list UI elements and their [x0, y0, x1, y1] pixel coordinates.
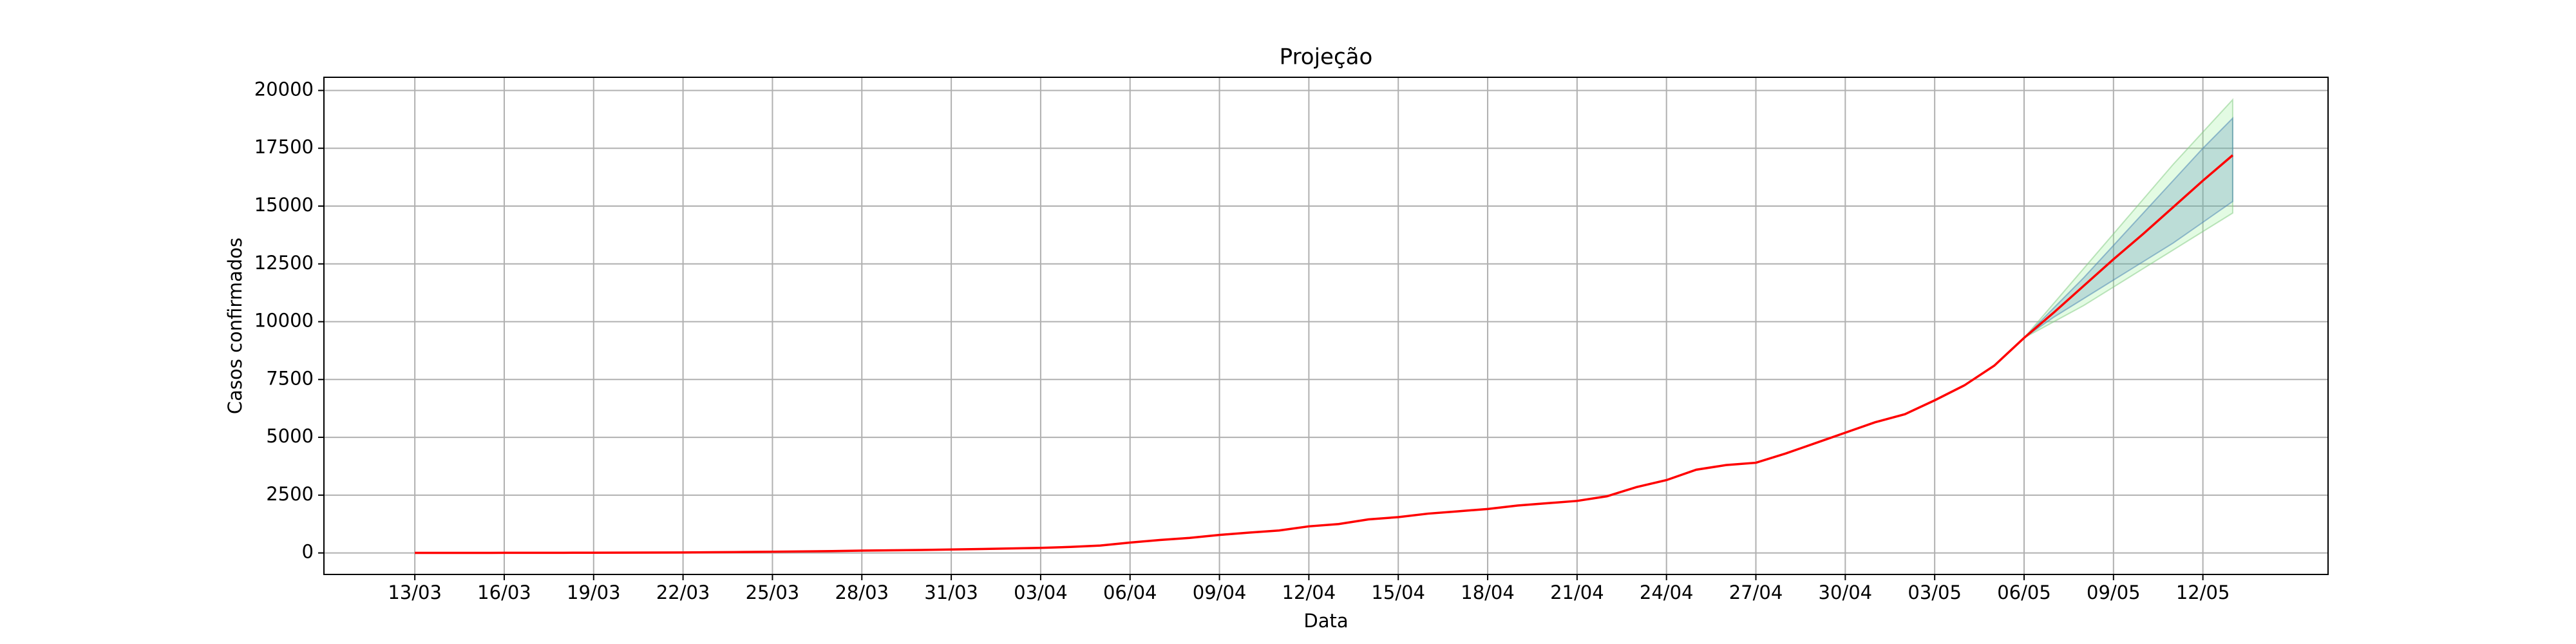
x-tick-label: 09/04 [1193, 582, 1247, 603]
x-tick-label: 12/05 [2176, 582, 2230, 603]
y-axis-label: Casos confirmados [224, 238, 246, 414]
x-tick-label: 13/03 [388, 582, 442, 603]
line [415, 154, 2234, 554]
x-tick-label: 31/03 [924, 582, 978, 603]
plot-frame [323, 77, 2329, 575]
y-tick-label: 15000 [254, 194, 314, 216]
x-tick-label: 06/04 [1103, 582, 1157, 603]
y-tick-label: 5000 [266, 425, 314, 447]
y-tick-label: 10000 [254, 310, 314, 332]
x-tick-label: 21/04 [1550, 582, 1604, 603]
x-tick-label: 18/04 [1461, 582, 1515, 603]
y-tick-label: 7500 [266, 367, 314, 389]
y-tick-label: 17500 [254, 136, 314, 158]
x-tick-label: 12/04 [1282, 582, 1336, 603]
x-tick-label: 25/03 [746, 582, 800, 603]
chart-title: Projeção [1280, 44, 1373, 70]
x-tick-label: 22/03 [656, 582, 710, 603]
x-tick-label: 28/03 [835, 582, 889, 603]
y-tick-label: 0 [302, 541, 314, 563]
x-tick-label: 03/04 [1014, 582, 1068, 603]
y-tick-label: 20000 [254, 78, 314, 100]
x-tick-label: 24/04 [1640, 582, 1694, 603]
confidence-band [2023, 117, 2233, 339]
x-tick-label: 03/05 [1908, 582, 1962, 603]
x-axis-label: Data [1303, 610, 1348, 632]
y-tick-label: 12500 [254, 252, 314, 274]
x-tick-label: 15/04 [1371, 582, 1425, 603]
x-tick-label: 09/05 [2087, 582, 2141, 603]
y-tick-label: 2500 [266, 483, 314, 505]
x-tick-label: 27/04 [1729, 582, 1783, 603]
x-tick-label: 06/05 [1997, 582, 2051, 603]
x-tick-label: 16/03 [477, 582, 531, 603]
x-tick-label: 19/03 [567, 582, 621, 603]
x-tick-label: 30/04 [1819, 582, 1873, 603]
